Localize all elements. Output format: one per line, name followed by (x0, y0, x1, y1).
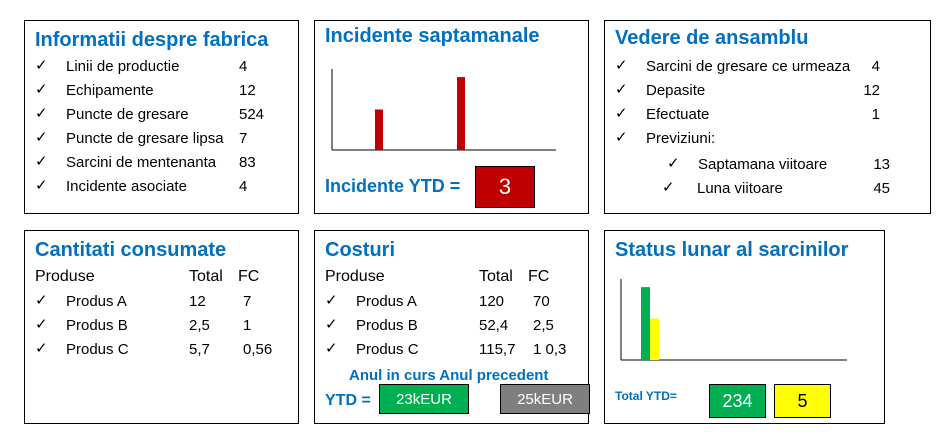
product-total: 5,7 (189, 341, 210, 358)
product-total: 52,4 (479, 317, 509, 334)
header-total: Total (479, 268, 513, 285)
status-chart (620, 279, 847, 361)
panel-title: Vedere de ansamblu (615, 27, 809, 49)
check-icon: ✓ (615, 105, 628, 122)
check-icon: ✓ (615, 57, 628, 74)
current-year-cost: 23kEUR (379, 384, 469, 414)
previous-year-cost: 25kEUR (500, 384, 590, 414)
check-icon: ✓ (35, 177, 48, 194)
status-bar-done (641, 287, 650, 360)
product-total: 115,7 (479, 341, 516, 358)
product-name: Produs B (356, 317, 418, 334)
product-fc: 0,56 (243, 341, 273, 358)
check-icon: ✓ (667, 155, 680, 172)
header-total: Total (189, 268, 223, 285)
item-label: Sarcini de gresare ce urmeaza (646, 58, 851, 75)
pending-tasks-value: 5 (774, 384, 831, 418)
panel-title: Status lunar al sarcinilor (615, 239, 849, 261)
costs-panel: Costuri Produse Total FC ✓ Produs A 120 70 ✓ Pro… (314, 230, 590, 424)
check-icon: ✓ (662, 179, 675, 196)
item-value: 12 (239, 82, 256, 99)
check-icon: ✓ (325, 340, 338, 357)
forecast-value: 13 (873, 156, 890, 173)
product-total: 12 (189, 293, 206, 310)
done-tasks-value: 234 (709, 384, 766, 418)
item-label: Incidente asociate (66, 178, 187, 195)
check-icon: ✓ (35, 105, 48, 122)
item-value: 83 (239, 154, 256, 171)
product-name: Produs B (66, 317, 128, 334)
product-name: Produs A (66, 293, 127, 310)
item-label: Echipamente (66, 82, 154, 99)
year-labels: Anul in curs Anul precedent (349, 367, 549, 384)
incident-bar (375, 109, 383, 150)
weekly-incidents-panel: Incidente saptamanale Incidente YTD = 3 (314, 20, 589, 214)
header-fc: FC (528, 268, 550, 285)
item-value: 4 (239, 58, 248, 75)
item-value: 12 (863, 82, 880, 99)
check-icon: ✓ (325, 316, 338, 333)
item-label: Sarcini de mentenanta (66, 154, 217, 171)
header-products: Produse (35, 268, 95, 285)
product-fc: 70 (533, 293, 550, 310)
item-value: 4 (871, 58, 880, 75)
check-icon: ✓ (35, 292, 48, 309)
incidents-chart (331, 69, 556, 151)
item-value: 1 (871, 106, 880, 123)
forecast-label: Saptamana viitoare (698, 156, 828, 173)
item-label: Depasite (646, 82, 706, 99)
product-fc: 1 0,3 (533, 341, 567, 358)
check-icon: ✓ (35, 340, 48, 357)
panel-title: Costuri (325, 239, 395, 261)
incidents-ytd-label: Incidente YTD = (325, 176, 461, 196)
product-fc: 1 (243, 317, 252, 334)
panel-title: Incidente saptamanale (325, 25, 540, 47)
item-label: Puncte de gresare lipsa (66, 130, 224, 147)
panel-title: Cantitati consumate (35, 239, 227, 261)
forecast-label: Luna viitoare (697, 180, 783, 197)
header-products: Produse (325, 268, 385, 285)
check-icon: ✓ (325, 292, 338, 309)
quantities-panel: Cantitati consumate Produse Total FC ✓ Produ… (24, 230, 299, 424)
total-ytd-label: Total YTD= (615, 389, 677, 403)
product-name: Produs A (356, 293, 417, 310)
check-icon: ✓ (615, 129, 628, 146)
check-icon: ✓ (35, 153, 48, 170)
item-value: 7 (239, 130, 248, 147)
incidents-ytd-value: 3 (475, 166, 535, 208)
check-icon: ✓ (35, 57, 48, 74)
product-name: Produs C (356, 341, 419, 358)
product-fc: 2,5 (533, 317, 554, 334)
item-value: 4 (239, 178, 248, 195)
incident-bar (457, 77, 465, 150)
check-icon: ✓ (35, 316, 48, 333)
header-fc: FC (238, 268, 260, 285)
check-icon: ✓ (615, 81, 628, 98)
forecast-value: 45 (873, 180, 890, 197)
product-total: 120 (479, 293, 505, 310)
item-label: Linii de productie (66, 58, 180, 75)
panel-title: Informatii despre fabrica (35, 29, 269, 51)
item-label: Puncte de gresare (66, 106, 189, 123)
check-icon: ✓ (35, 81, 48, 98)
monthly-status-panel: Status lunar al sarcinilor Total YTD= 23… (604, 230, 885, 424)
status-bar-pending (650, 318, 659, 360)
check-icon: ✓ (35, 129, 48, 146)
product-name: Produs C (66, 341, 129, 358)
item-value: 524 (239, 106, 265, 123)
product-total: 2,5 (189, 317, 210, 334)
costs-ytd-label: YTD = (325, 392, 371, 409)
item-label: Efectuate (646, 106, 710, 123)
product-fc: 7 (243, 293, 252, 310)
item-label: Previziuni: (646, 130, 716, 147)
overview-panel: Vedere de ansamblu ✓ Sarcini de gresare c… (604, 20, 931, 214)
factory-info-panel: Informatii despre fabrica ✓ Linii de prod… (24, 20, 299, 214)
